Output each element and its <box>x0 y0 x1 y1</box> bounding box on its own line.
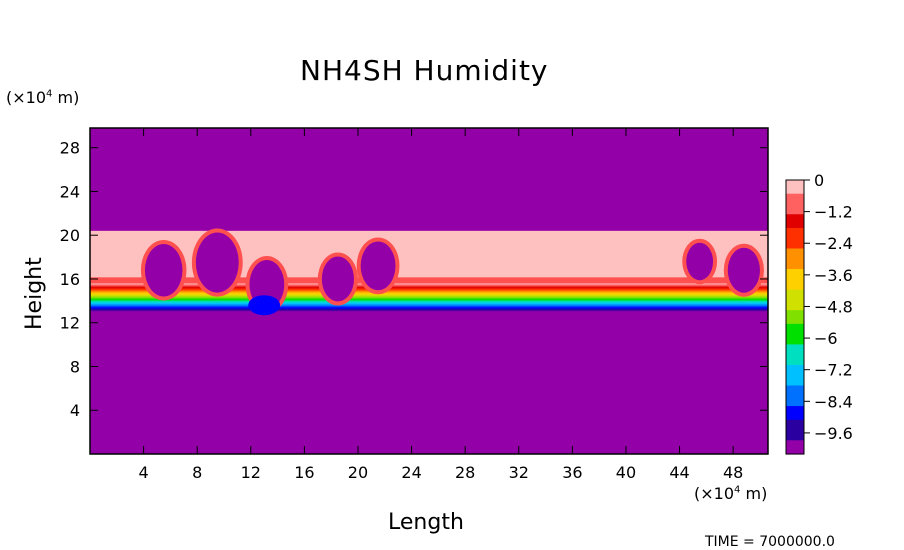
y-tick-label: 28 <box>60 139 80 158</box>
pocket <box>727 247 760 293</box>
colorbar-cell <box>786 289 804 298</box>
x-unit-label: (×104 m) <box>694 484 768 503</box>
colorbar-cell <box>786 433 804 441</box>
colorbar-cell <box>786 419 804 428</box>
colorbar-cell <box>786 399 804 407</box>
colorbar-cell <box>786 186 804 195</box>
time-footer: TIME = 7000000.0 <box>705 534 835 550</box>
pocket <box>321 256 354 302</box>
colorbar-cell <box>786 214 804 222</box>
colorbar-cell <box>786 378 804 387</box>
x-tick-label: 4 <box>139 463 149 482</box>
colorbar-cell <box>786 371 804 380</box>
y-tick-label: 12 <box>60 314 80 333</box>
moist-layer <box>90 230 768 284</box>
colorbar-cell <box>786 296 804 304</box>
colorbar-cell <box>786 269 804 277</box>
colorbar-cell <box>786 317 804 325</box>
gradient-band <box>90 283 768 312</box>
colorbar-cell <box>786 262 804 270</box>
x-tick-label: 8 <box>192 463 202 482</box>
colorbar-cell <box>786 385 804 393</box>
colorbar-label: −1.2 <box>814 203 853 222</box>
x-tick-label: 36 <box>562 463 582 482</box>
x-tick-label: 44 <box>669 463 689 482</box>
pocket <box>686 242 714 281</box>
y-tick-label: 4 <box>70 401 80 420</box>
colorbar-cell <box>786 447 804 455</box>
x-tick-label: 24 <box>401 463 421 482</box>
x-tick-label: 40 <box>616 463 636 482</box>
colorbar-cell <box>786 207 804 215</box>
colorbar-cell <box>786 234 804 243</box>
colorbar-cell <box>786 248 804 256</box>
colorbar-label: −9.6 <box>814 424 853 443</box>
x-tick-label: 32 <box>509 463 529 482</box>
colorbar-cell <box>786 310 804 318</box>
colorbar-label: −3.6 <box>814 266 853 285</box>
colorbar-cell <box>786 227 804 236</box>
colorbar-label: −6 <box>814 329 838 348</box>
moist-layer-edge <box>90 277 768 284</box>
x-axis-label: Length <box>388 510 464 535</box>
colorbar-cell <box>786 440 804 448</box>
x-tick-label: 20 <box>348 463 368 482</box>
colorbar-label: −4.8 <box>814 297 853 316</box>
colorbar-label: 0 <box>814 171 824 190</box>
x-tick-label: 16 <box>294 463 314 482</box>
colorbar-cell <box>786 330 804 339</box>
colorbar-cell <box>786 241 804 250</box>
x-tick-label: 28 <box>455 463 475 482</box>
y-tick-label: 16 <box>60 270 80 289</box>
x-tick-label: 48 <box>723 463 743 482</box>
colorbar-cell <box>786 406 804 414</box>
colorbar-cell <box>786 392 804 400</box>
dip <box>248 295 281 316</box>
colorbar-cell <box>786 323 804 332</box>
colorbar-cell <box>786 180 804 188</box>
pocket <box>195 232 239 293</box>
colorbar-cell <box>786 200 804 208</box>
colorbar-cell <box>786 303 804 311</box>
y-tick-label: 20 <box>60 226 80 245</box>
pocket <box>144 243 183 297</box>
colorbar-cell <box>786 221 804 229</box>
x-tick-label: 12 <box>241 463 261 482</box>
colorbar-label: −7.2 <box>814 361 853 380</box>
pocket <box>360 241 396 291</box>
colorbar-cell <box>786 364 804 373</box>
colorbar-cell <box>786 358 804 366</box>
colorbar-frame <box>785 179 805 455</box>
colorbar-cell <box>786 344 804 352</box>
y-tick-label: 24 <box>60 182 80 201</box>
colorbar-cell <box>786 412 804 421</box>
chart-title: NH4SH Humidity <box>300 54 549 87</box>
colorbar-label: −8.4 <box>814 392 853 411</box>
y-tick-label: 8 <box>70 357 80 376</box>
colorbar-cell <box>786 255 804 263</box>
colorbar-cell <box>786 426 804 435</box>
colorbar-cell <box>786 337 804 345</box>
colorbar-cell <box>786 193 804 202</box>
y-unit-label: (×104 m) <box>6 88 80 107</box>
plot-frame <box>89 127 769 455</box>
colorbar-label: −2.4 <box>814 234 853 253</box>
colorbar-cell <box>786 351 804 359</box>
colorbar-cell <box>786 282 804 291</box>
colorbar-cell <box>786 275 804 284</box>
